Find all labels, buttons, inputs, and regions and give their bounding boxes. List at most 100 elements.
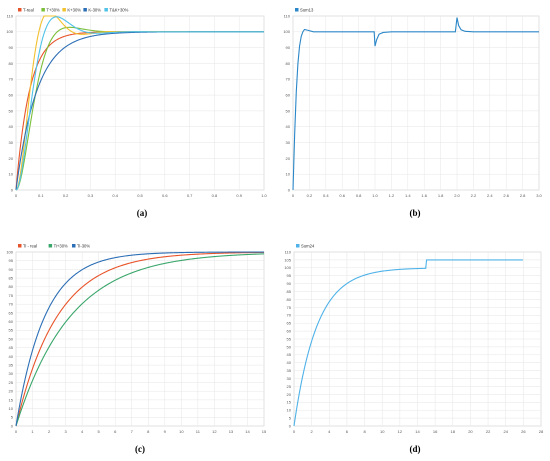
- y-tick-label: 110: [7, 13, 14, 18]
- x-tick-label: 0.4: [112, 193, 118, 198]
- x-tick-label: 13: [229, 429, 234, 434]
- legend-swatch: [295, 8, 299, 12]
- y-tick-label: 15: [9, 397, 14, 402]
- x-tick-label: 1.0: [372, 193, 378, 198]
- y-tick-label: 0: [289, 423, 292, 428]
- y-tick-label: 70: [287, 313, 292, 318]
- y-tick-label: 10: [9, 172, 14, 177]
- x-tick-label: 28: [539, 429, 544, 434]
- y-tick-label: 90: [287, 281, 292, 286]
- x-tick-label: 6: [346, 429, 349, 434]
- legend-swatch: [62, 8, 66, 12]
- y-tick-label: 50: [286, 108, 291, 113]
- y-tick-label: 20: [287, 392, 292, 397]
- y-tick-label: 80: [286, 61, 291, 66]
- x-tick-label: 22: [486, 429, 491, 434]
- caption-d: (d): [409, 444, 421, 454]
- legend-swatch: [48, 244, 53, 248]
- y-tick-label: 95: [9, 258, 14, 263]
- y-tick-label: 100: [283, 29, 290, 34]
- x-tick-label: 16: [433, 429, 438, 434]
- x-tick-label: 2.2: [471, 193, 477, 198]
- x-tick-label: 6: [114, 429, 117, 434]
- x-tick-label: 1.6: [421, 193, 427, 198]
- x-tick-label: 0.2: [63, 193, 69, 198]
- y-tick-label: 85: [9, 276, 14, 281]
- y-tick-label: 110: [284, 13, 291, 18]
- y-tick-label: 60: [286, 92, 291, 97]
- y-tick-label: 45: [287, 352, 292, 357]
- x-tick-label: 14: [245, 429, 250, 434]
- x-tick-label: 10: [380, 429, 385, 434]
- y-tick-label: 105: [284, 257, 291, 262]
- chart-panel-b: 0 0.2 0.4 0.6 0.8 1.0 1.2 1.4 1.6 1.8 2.0 2.2 2.4 2.6…: [275, 0, 550, 230]
- y-tick-label: 50: [9, 336, 14, 341]
- chart-panel-d: 0 2 4 6 8 10 12 14 16 18 20 22 24 26 28 0 5 10 15 20 25 30 35 4…: [275, 232, 550, 461]
- x-tick-label: 14: [415, 429, 420, 434]
- x-tick-label: 4: [328, 429, 331, 434]
- x-tick-label: 26: [521, 429, 526, 434]
- x-tick-label: 1.8: [438, 193, 444, 198]
- chart-panel-c: 0 1 2 3 4 5 6 7 8 9 10 11 12 13 14 15 0 5 10 15 20 25 30 35 40 45…: [0, 232, 275, 461]
- x-tick-label: 12: [398, 429, 403, 434]
- y-tick-label: 30: [286, 140, 291, 145]
- y-tick-label: 50: [9, 108, 14, 113]
- y-tick-label: 65: [287, 321, 292, 326]
- y-tick-label: 70: [9, 77, 14, 82]
- legend-label: K+30%: [67, 7, 81, 12]
- legend-label: Ti+30%: [54, 243, 68, 248]
- x-tick-label: 2.8: [520, 193, 526, 198]
- y-tick-label: 35: [287, 368, 292, 373]
- y-tick-label: 20: [9, 389, 14, 394]
- series-line-sum24: [293, 259, 523, 427]
- y-tick-label: 40: [287, 360, 292, 365]
- x-tick-label: 1.0: [261, 193, 267, 198]
- y-tick-label: 10: [287, 408, 292, 413]
- y-tick-label: 50: [287, 344, 292, 349]
- x-tick-label: 2: [48, 429, 51, 434]
- legend-label: K-30%: [88, 7, 101, 12]
- y-tick-label: 90: [286, 45, 291, 50]
- x-tick-label: 10: [179, 429, 184, 434]
- y-tick-label: 45: [9, 345, 14, 350]
- series-line-ti-real: [15, 251, 265, 427]
- x-tick-label: 0.6: [339, 193, 345, 198]
- x-tick-label: 0.9: [236, 193, 242, 198]
- y-tick-label: 90: [9, 45, 14, 50]
- legend-swatch: [41, 8, 45, 12]
- x-tick-label: 3.0: [536, 193, 542, 198]
- y-tick-label: 80: [9, 61, 14, 66]
- y-tick-label: 75: [9, 293, 14, 298]
- x-tick-label: 1.4: [405, 193, 411, 198]
- chart-c: 0 1 2 3 4 5 6 7 8 9 10 11 12 13 14 15051015202530354045…: [6, 243, 267, 434]
- legend-label: Sum24: [301, 243, 315, 248]
- legend-swatch: [296, 244, 300, 248]
- x-tick-label: 0.1: [38, 193, 44, 198]
- y-tick-label: 60: [9, 92, 14, 97]
- x-tick-label: 0: [15, 429, 18, 434]
- y-tick-label: 0: [11, 187, 14, 192]
- chart-a: 0 0.1 0.2 0.3 0.4 0.5 0.6 0.7 0.8 0.9 1.0 0 10 20 30 40…: [6, 7, 267, 198]
- legend-label: Ti-30%: [77, 243, 90, 248]
- y-tick-label: 5: [11, 415, 14, 420]
- x-tick-label: 0.2: [307, 193, 313, 198]
- y-tick-label: 35: [9, 363, 14, 368]
- caption-a: (a): [136, 208, 148, 218]
- x-tick-label: 2.4: [487, 193, 493, 198]
- legend-swatch: [83, 8, 87, 12]
- y-tick-label: 25: [287, 384, 292, 389]
- y-tick-label: 70: [9, 302, 14, 307]
- x-tick-label: 0.3: [88, 193, 94, 198]
- series-line-ti-30-: [15, 251, 264, 427]
- y-tick-label: 40: [9, 354, 14, 359]
- legend-label: T&K+30%: [109, 7, 128, 12]
- y-tick-label: 20: [286, 156, 291, 161]
- x-tick-label: 3: [64, 429, 67, 434]
- chart-d: 0 2 4 6 8 10 12 14 16 18 20 22 24 26 28051015202530354…: [284, 243, 544, 434]
- y-tick-label: 60: [287, 328, 292, 333]
- x-tick-label: 12: [212, 429, 217, 434]
- x-tick-label: 18: [451, 429, 456, 434]
- legend-label: Sum13: [300, 7, 314, 12]
- y-tick-label: 15: [287, 400, 292, 405]
- x-tick-label: 20: [468, 429, 473, 434]
